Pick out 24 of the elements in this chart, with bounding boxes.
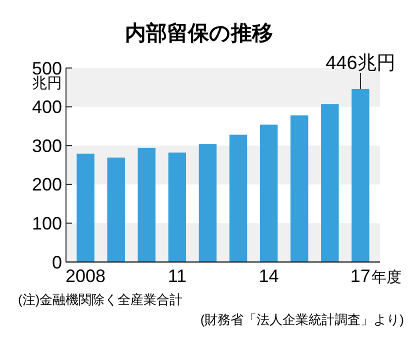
annotation: 446兆円 [326,52,396,74]
bar [168,152,186,262]
x-tick-label: 17 [350,266,370,286]
x-tick-label: 14 [258,266,279,286]
text: (財務省「法人企業統計調査」より) [200,312,404,327]
x-axis-title: 年度 [371,269,402,286]
chart-title: 内部留保の推移 [125,21,273,45]
bar [290,115,308,262]
bar [229,134,248,262]
y-tick-label: 200 [32,174,62,195]
bar [260,124,278,262]
x-tick-label: 11 [168,266,187,286]
bar [321,104,339,262]
x-tick-label: 2008 [66,266,106,286]
bar [76,154,94,262]
bar [107,158,125,262]
bar [138,148,156,262]
y-tick-label: 0 [52,252,62,272]
y-tick-label: 300 [32,136,62,156]
bar [352,88,370,262]
y-tick-label: 100 [32,214,62,234]
text: (注)金融機関除く全産業合計 [18,292,183,307]
y-tick-label: 400 [32,97,62,118]
bar [198,144,217,262]
